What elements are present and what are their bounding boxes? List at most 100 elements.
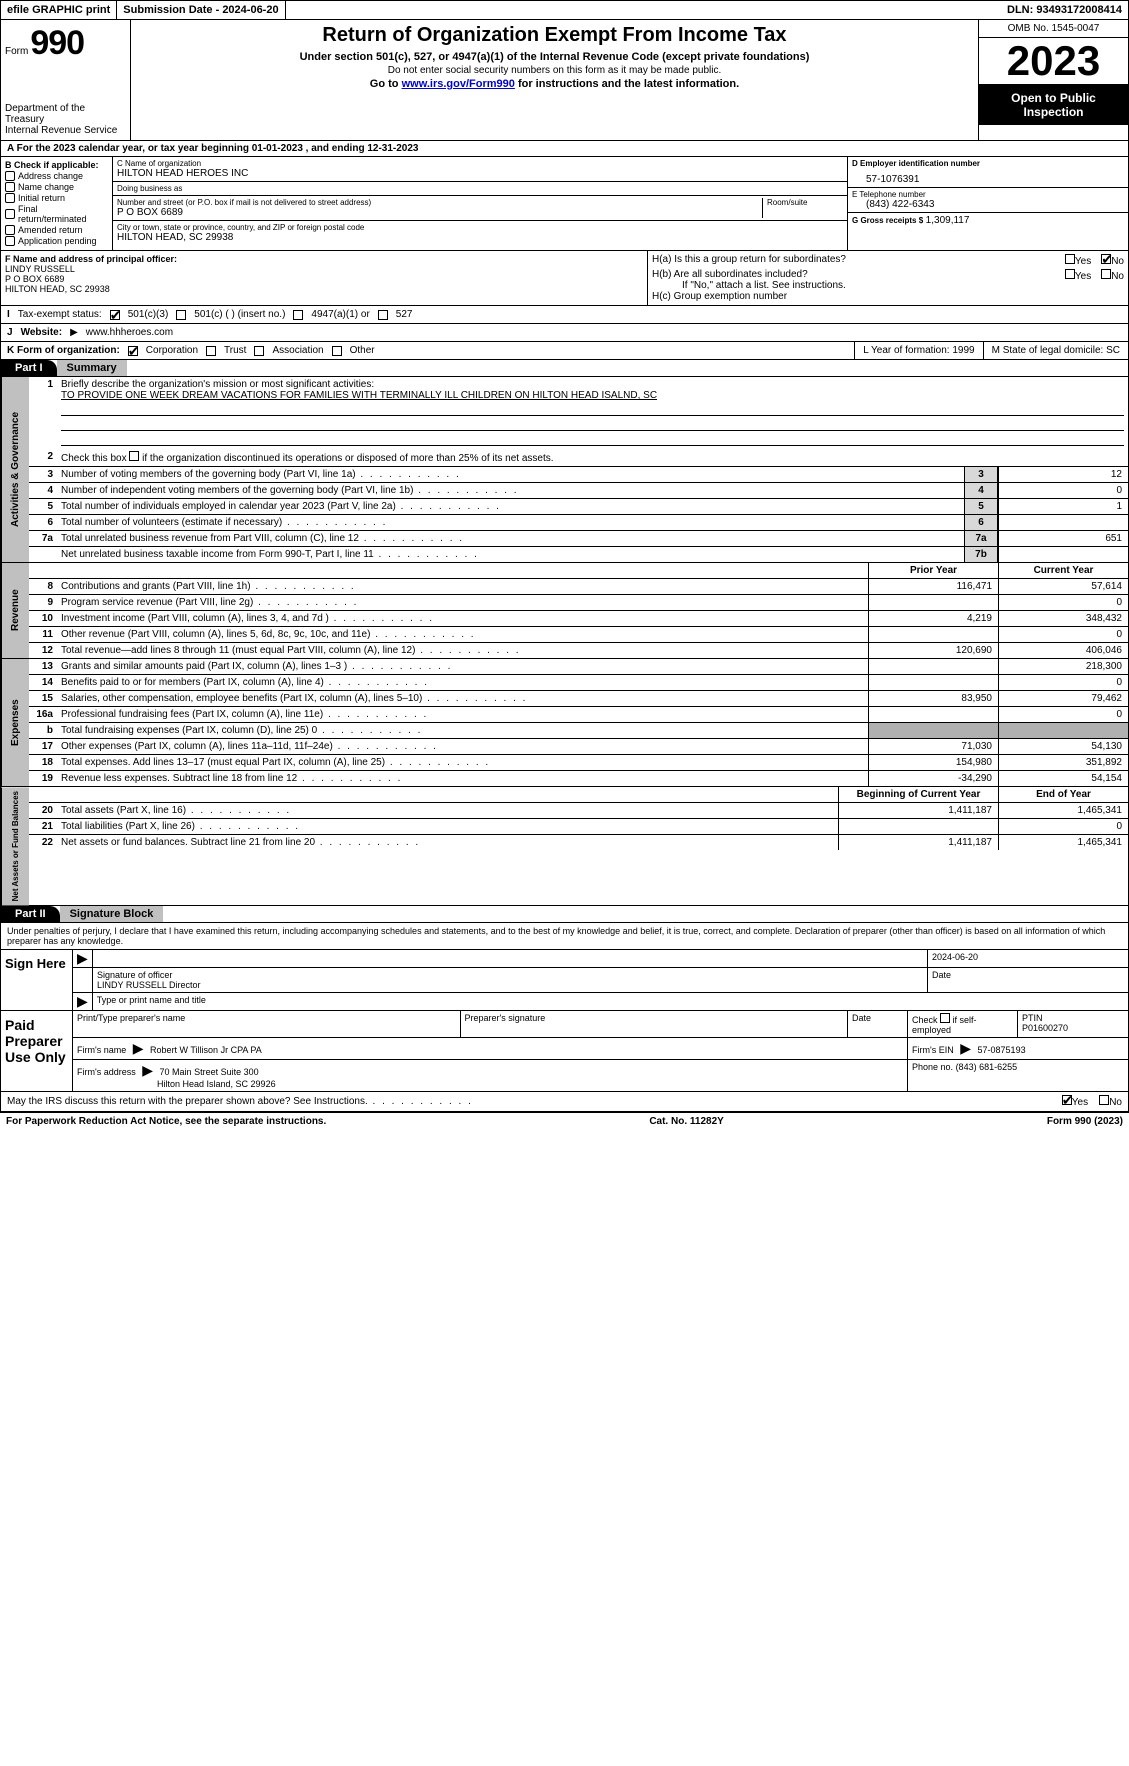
cb-4947[interactable] bbox=[293, 310, 303, 320]
cb-discontinued[interactable] bbox=[129, 451, 139, 461]
row-klm: K Form of organization: Corporation Trus… bbox=[0, 342, 1129, 360]
phone-label: E Telephone number bbox=[852, 190, 1124, 199]
mission-label: Briefly describe the organization's miss… bbox=[61, 379, 1124, 390]
irs-label: Internal Revenue Service bbox=[5, 125, 126, 136]
form-ref: Form 990 (2023) bbox=[1047, 1116, 1123, 1127]
sign-date: 2024-06-20 bbox=[928, 950, 1128, 967]
summary-line: 5 Total number of individuals employed i… bbox=[29, 499, 1128, 515]
form-word: Form bbox=[5, 46, 28, 57]
officer-addr1: P O BOX 6689 bbox=[5, 274, 643, 284]
firm-name-label: Firm's name bbox=[77, 1045, 126, 1055]
summary-line: 15 Salaries, other compensation, employe… bbox=[29, 691, 1128, 707]
street-label: Number and street (or P.O. box if mail i… bbox=[117, 198, 758, 207]
cb-discuss-yes[interactable] bbox=[1062, 1095, 1072, 1105]
cb-ha-yes[interactable] bbox=[1065, 254, 1075, 264]
cb-527[interactable] bbox=[378, 310, 388, 320]
summary-line: 11 Other revenue (Part VIII, column (A),… bbox=[29, 627, 1128, 643]
summary-line: 9 Program service revenue (Part VIII, li… bbox=[29, 595, 1128, 611]
sign-here-label: Sign Here bbox=[1, 950, 73, 1010]
street-value: P O BOX 6689 bbox=[117, 207, 758, 218]
form-header: Form 990 Department of the Treasury Inte… bbox=[0, 20, 1129, 141]
form990-link[interactable]: www.irs.gov/Form990 bbox=[402, 78, 515, 90]
cb-501c3[interactable] bbox=[110, 310, 120, 320]
city-value: HILTON HEAD, SC 29938 bbox=[117, 232, 843, 243]
summary-line: Net unrelated business taxable income fr… bbox=[29, 547, 1128, 562]
state-domicile: M State of legal domicile: SC bbox=[983, 342, 1128, 359]
cb-name-change[interactable] bbox=[5, 182, 15, 192]
cb-self-employed[interactable] bbox=[940, 1013, 950, 1023]
officer-addr2: HILTON HEAD, SC 29938 bbox=[5, 284, 643, 294]
row-i: I Tax-exempt status: 501(c)(3) 501(c) ( … bbox=[0, 306, 1129, 324]
part1-header: Part I bbox=[1, 360, 57, 376]
netassets-block: Net Assets or Fund Balances Beginning of… bbox=[0, 787, 1129, 906]
cb-initial-return[interactable] bbox=[5, 193, 15, 203]
ein-label: D Employer identification number bbox=[852, 159, 1124, 168]
dln: DLN: 93493172008414 bbox=[1001, 1, 1128, 19]
arrow-icon: ▶ bbox=[73, 950, 93, 967]
cb-corp[interactable] bbox=[128, 346, 138, 356]
side-expenses: Expenses bbox=[1, 659, 29, 786]
summary-line: 17 Other expenses (Part IX, column (A), … bbox=[29, 739, 1128, 755]
cb-assoc[interactable] bbox=[254, 346, 264, 356]
summary-line: 14 Benefits paid to or for members (Part… bbox=[29, 675, 1128, 691]
firm-phone-value: (843) 681-6255 bbox=[956, 1062, 1018, 1072]
phone-value: (843) 422-6343 bbox=[852, 199, 1124, 210]
hc-label: H(c) Group exemption number bbox=[652, 291, 1124, 302]
year-formation: L Year of formation: 1999 bbox=[854, 342, 982, 359]
period-row: A For the 2023 calendar year, or tax yea… bbox=[0, 141, 1129, 157]
arrow-icon: ▶ bbox=[73, 993, 93, 1010]
summary-line: 21 Total liabilities (Part X, line 26) 0 bbox=[29, 819, 1128, 835]
section-fh: F Name and address of principal officer:… bbox=[0, 251, 1129, 306]
cb-501c[interactable] bbox=[176, 310, 186, 320]
summary-line: 6 Total number of volunteers (estimate i… bbox=[29, 515, 1128, 531]
form-title: Return of Organization Exempt From Incom… bbox=[139, 24, 970, 47]
firm-addr2: Hilton Head Island, SC 29926 bbox=[77, 1079, 276, 1089]
cb-discuss-no[interactable] bbox=[1099, 1095, 1109, 1105]
cb-app-pending[interactable] bbox=[5, 236, 15, 246]
hb-label: H(b) Are all subordinates included? bbox=[652, 269, 808, 280]
efile-print-button[interactable]: efile GRAPHIC print bbox=[1, 1, 117, 19]
subtitle-1: Under section 501(c), 527, or 4947(a)(1)… bbox=[139, 51, 970, 63]
perjury-declaration: Under penalties of perjury, I declare th… bbox=[1, 923, 1128, 949]
part2-header: Part II bbox=[1, 906, 60, 922]
revenue-block: Revenue Prior Year Current Year 8 Contri… bbox=[0, 563, 1129, 659]
tax-status-label: Tax-exempt status: bbox=[18, 309, 102, 320]
city-label: City or town, state or province, country… bbox=[117, 223, 843, 232]
gross-label: G Gross receipts $ bbox=[852, 216, 923, 225]
prep-date-label: Date bbox=[848, 1011, 908, 1037]
summary-line: 12 Total revenue—add lines 8 through 11 … bbox=[29, 643, 1128, 658]
cb-other[interactable] bbox=[332, 346, 342, 356]
cb-hb-yes[interactable] bbox=[1065, 269, 1075, 279]
cb-ha-no[interactable] bbox=[1101, 254, 1111, 264]
summary-line: 8 Contributions and grants (Part VIII, l… bbox=[29, 579, 1128, 595]
cb-amended[interactable] bbox=[5, 225, 15, 235]
part1-title: Summary bbox=[57, 360, 127, 376]
hdr-prior: Prior Year bbox=[868, 563, 998, 578]
ha-label: H(a) Is this a group return for subordin… bbox=[652, 254, 846, 265]
cb-address-change[interactable] bbox=[5, 171, 15, 181]
ptin-label: PTIN bbox=[1022, 1013, 1124, 1023]
top-bar: efile GRAPHIC print Submission Date - 20… bbox=[0, 0, 1129, 20]
side-governance: Activities & Governance bbox=[1, 377, 29, 562]
expenses-block: Expenses 13 Grants and similar amounts p… bbox=[0, 659, 1129, 787]
k-label: K Form of organization: bbox=[7, 345, 120, 356]
paperwork-notice: For Paperwork Reduction Act Notice, see … bbox=[6, 1116, 326, 1127]
summary-line: 20 Total assets (Part X, line 16) 1,411,… bbox=[29, 803, 1128, 819]
signature-block: Under penalties of perjury, I declare th… bbox=[0, 923, 1129, 1092]
side-netassets: Net Assets or Fund Balances bbox=[1, 787, 29, 905]
cb-trust[interactable] bbox=[206, 346, 216, 356]
cb-hb-no[interactable] bbox=[1101, 269, 1111, 279]
governance-block: Activities & Governance 1 Briefly descri… bbox=[0, 377, 1129, 563]
cb-final-return[interactable] bbox=[5, 209, 15, 219]
cat-no: Cat. No. 11282Y bbox=[649, 1116, 723, 1127]
website-value: www.hhheroes.com bbox=[86, 327, 173, 338]
org-name: HILTON HEAD HEROES INC bbox=[117, 168, 843, 179]
subtitle-2: Do not enter social security numbers on … bbox=[139, 65, 970, 76]
arrow-icon: ▶ bbox=[70, 327, 78, 338]
firm-ein-label: Firm's EIN bbox=[912, 1045, 954, 1055]
firm-phone-label: Phone no. bbox=[912, 1062, 953, 1072]
hb-note: If "No," attach a list. See instructions… bbox=[652, 280, 1124, 291]
firm-ein-value: 57-0875193 bbox=[978, 1045, 1026, 1055]
goto-pre: Go to bbox=[370, 78, 402, 90]
summary-line: 10 Investment income (Part VIII, column … bbox=[29, 611, 1128, 627]
